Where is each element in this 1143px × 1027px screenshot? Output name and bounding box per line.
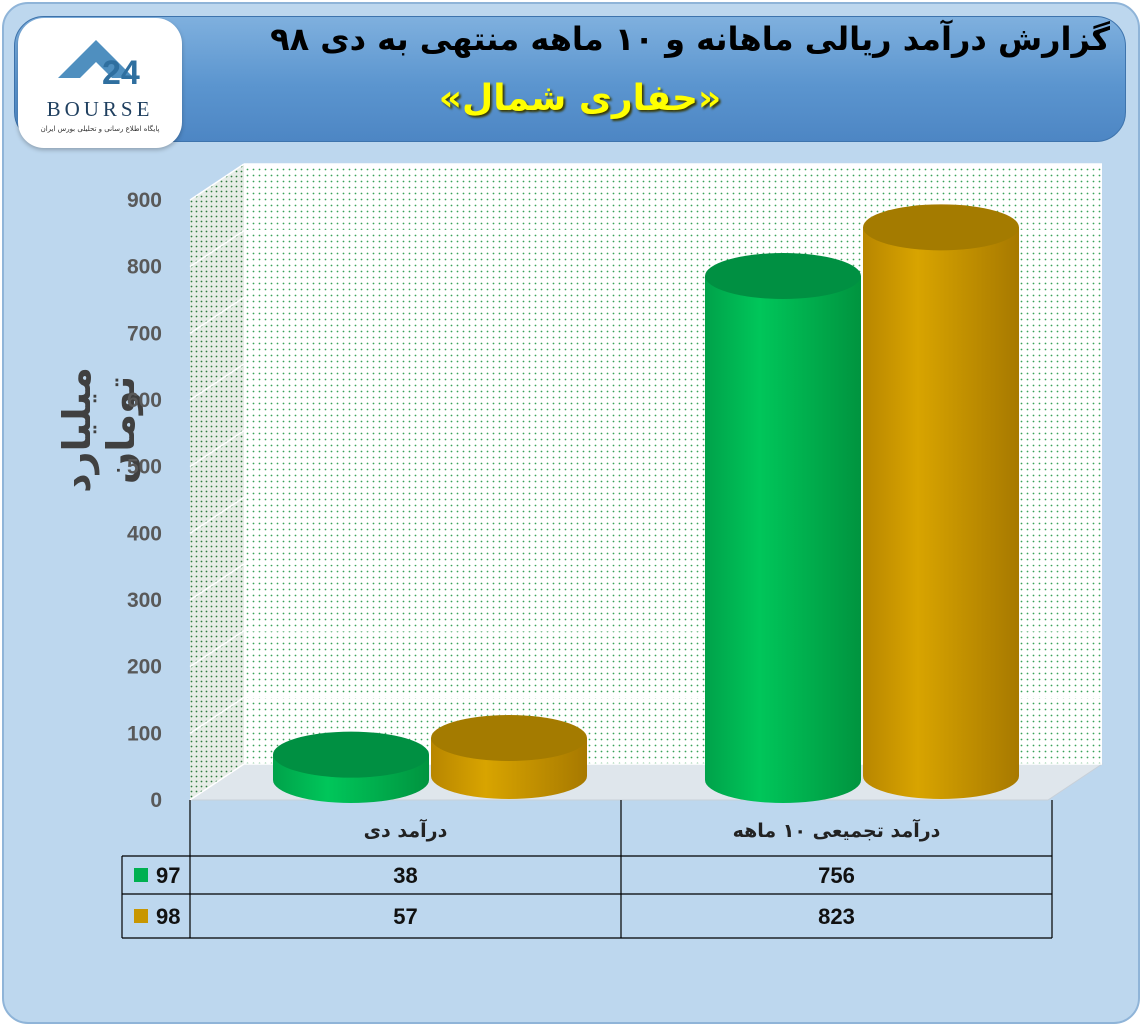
bar-97-1 (705, 253, 861, 803)
y-tick-label: 900 (127, 189, 162, 212)
gridline-side (189, 563, 245, 601)
data-label: 57 (393, 904, 417, 929)
y-tick-label: 300 (127, 589, 162, 612)
logo-tagline: پایگاه اطلاع رسانی و تحلیلی بورس ایران (41, 124, 160, 133)
logo-number: 24 (102, 54, 140, 92)
category-label: درآمد تجمیعی ۱۰ ماهه (733, 818, 941, 842)
bar-body (863, 227, 1019, 800)
y-tick-label: 600 (127, 389, 162, 412)
gridline-side (189, 363, 245, 401)
legend-label: 98 (156, 904, 180, 929)
y-tick-label: 0 (150, 789, 162, 812)
gridline-side (189, 696, 245, 734)
category-label: درآمد دی (364, 818, 448, 842)
data-label: 823 (818, 904, 855, 929)
gridline-side (189, 630, 245, 668)
gridline-side (189, 230, 245, 268)
title-banner (14, 16, 1126, 142)
y-tick-label: 800 (127, 256, 162, 279)
legend-swatch-98 (134, 909, 148, 923)
logo: 24 BOURSE پایگاه اطلاع رسانی و تحلیلی بو… (18, 18, 182, 148)
bar-98-0 (431, 715, 587, 799)
gridline-side (189, 763, 245, 801)
bar-top (863, 204, 1019, 251)
chart-title: گزارش درآمد ریالی ماهانه و ۱۰ ماهه منتهی… (270, 20, 1110, 58)
bar-top (273, 731, 429, 778)
y-tick-label: 400 (127, 522, 162, 545)
legend-swatch-97 (134, 868, 148, 882)
data-label: 38 (393, 863, 417, 888)
chart-subtitle: «حفاری شمال» (438, 78, 722, 119)
bar-97-0 (273, 731, 429, 803)
y-tick-label: 100 (127, 722, 162, 745)
gridline-side (189, 296, 245, 334)
y-tick-label: 500 (127, 456, 162, 479)
bourse24-logo-icon: 24 BOURSE پایگاه اطلاع رسانی و تحلیلی بو… (41, 40, 160, 133)
gridline-side (189, 163, 245, 201)
bar-top (431, 715, 587, 761)
bar-top (705, 253, 861, 299)
y-tick-label: 700 (127, 322, 162, 345)
chart-side-wall (190, 164, 244, 800)
gridline-side (189, 496, 245, 534)
y-tick-label: 200 (127, 656, 162, 679)
data-label: 756 (818, 863, 855, 888)
legend-label: 97 (156, 863, 180, 888)
bar-body (705, 276, 861, 803)
bar-98-1 (863, 204, 1019, 800)
gridline-side (189, 430, 245, 468)
logo-wordmark: BOURSE (47, 97, 154, 121)
